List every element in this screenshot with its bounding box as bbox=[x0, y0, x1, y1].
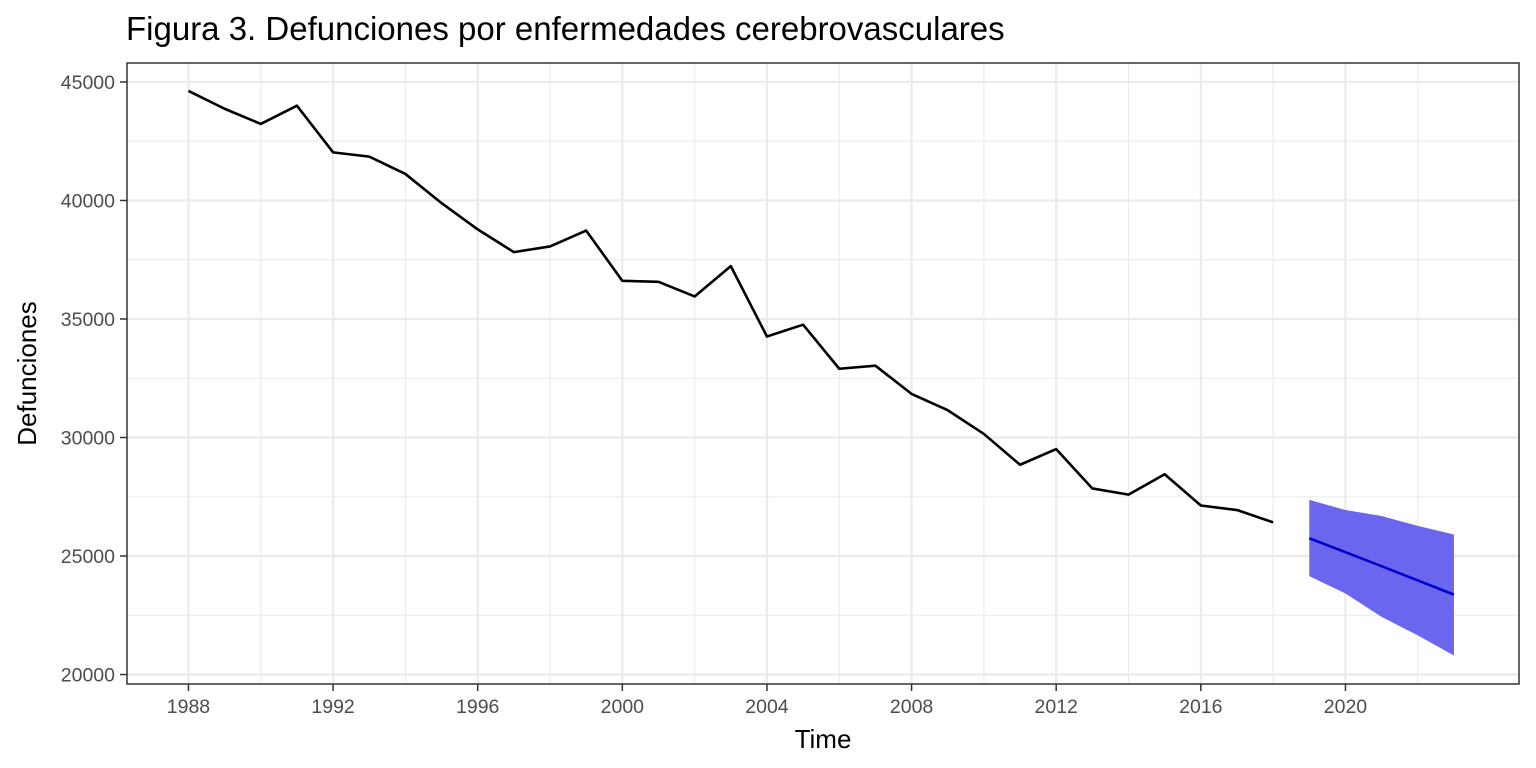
x-tick-label: 2000 bbox=[601, 696, 645, 718]
x-tick-label: 2020 bbox=[1324, 696, 1368, 718]
plot-panel-border bbox=[126, 62, 1520, 685]
chart-title: Figura 3. Defunciones por enfermedades c… bbox=[126, 10, 1005, 47]
forecast-series-line bbox=[1308, 537, 1455, 596]
y-tick-label: 25000 bbox=[61, 546, 115, 568]
y-tick-label: 45000 bbox=[61, 72, 115, 94]
x-tick-label: 2008 bbox=[890, 696, 933, 718]
y-tick-label: 40000 bbox=[61, 190, 115, 212]
y-axis-title: Defunciones bbox=[12, 301, 42, 446]
x-tick-label: 2016 bbox=[1179, 696, 1222, 718]
x-axis: 1988 1992 1996 2000 2004 2008 2012 2016 2020 bbox=[167, 684, 1368, 718]
y-axis: 20000 25000 30000 35000 40000 45000 bbox=[61, 72, 127, 687]
x-tick-label: 2012 bbox=[1035, 696, 1078, 718]
grid bbox=[127, 63, 1519, 684]
observed-series-line bbox=[187, 89, 1274, 524]
x-axis-title: Time bbox=[795, 724, 852, 754]
x-tick-label: 1988 bbox=[167, 696, 210, 718]
series-layer bbox=[187, 89, 1455, 596]
x-tick-label: 2004 bbox=[745, 696, 789, 718]
y-tick-label: 20000 bbox=[61, 665, 115, 687]
forecast-band-layer bbox=[1309, 499, 1454, 656]
x-tick-label: 1996 bbox=[456, 696, 499, 718]
forecast-interval-band bbox=[1309, 499, 1454, 656]
y-tick-label: 30000 bbox=[61, 427, 115, 449]
x-tick-label: 1992 bbox=[311, 696, 354, 718]
y-tick-label: 35000 bbox=[61, 309, 115, 331]
